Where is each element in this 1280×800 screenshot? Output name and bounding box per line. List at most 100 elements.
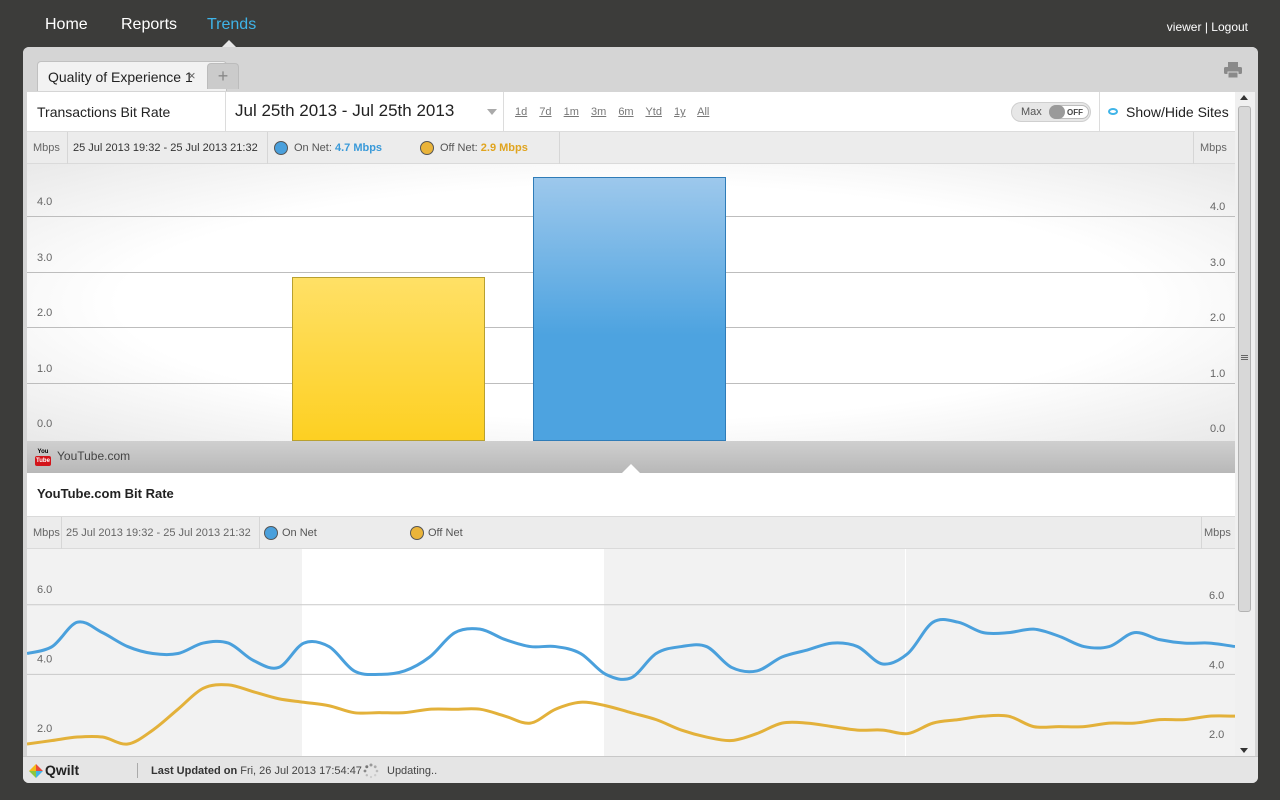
- report-title: Transactions Bit Rate: [37, 104, 171, 120]
- y-tick-label-right: 3.0: [1210, 256, 1226, 269]
- eye-icon: [1108, 108, 1118, 115]
- line-chart-legend: Mbps 25 Jul 2013 19:32 - 25 Jul 2013 21:…: [27, 516, 1235, 549]
- time-band: [1207, 549, 1235, 756]
- user-name: viewer: [1166, 20, 1202, 34]
- legend-cell: 25 Jul 2013 19:32 - 25 Jul 2013 21:32: [61, 517, 259, 549]
- last-updated: Last Updated on Fri, 26 Jul 2013 17:54:4…: [151, 765, 362, 777]
- time-band: [604, 549, 905, 756]
- close-tab-icon[interactable]: ×: [188, 68, 196, 83]
- date-range-select[interactable]: Jul 25th 2013 - Jul 25th 2013: [235, 101, 455, 120]
- range-all[interactable]: All: [697, 106, 710, 118]
- unit-label-right: Mbps: [1204, 527, 1231, 539]
- scroll-down-arrow-icon[interactable]: [1240, 748, 1248, 753]
- unit-label-left: Mbps: [33, 142, 60, 154]
- legend-cell: On Net Off Net: [259, 517, 551, 549]
- youtube-icon-text: You: [37, 449, 49, 455]
- y-tick-label-left: 4.0: [37, 196, 53, 208]
- on-net-legend[interactable]: On Net: 4.7 Mbps: [294, 142, 382, 154]
- qwilt-logo: Qwilt: [45, 762, 80, 778]
- last-updated-value: Fri, 26 Jul 2013 17:54:47: [240, 765, 362, 777]
- vertical-scrollbar[interactable]: [1235, 92, 1255, 756]
- toggle-switch[interactable]: OFF: [1049, 105, 1089, 119]
- on-net-line[interactable]: [27, 617, 1235, 681]
- off-net-dot-icon: [410, 526, 424, 540]
- range-6m[interactable]: 6m: [618, 106, 634, 118]
- report-tabs: Quality of Experience 1 × +: [23, 47, 1258, 91]
- y-tick-label-right: 6.0: [1209, 590, 1224, 602]
- off-net-label: Off Net:: [440, 142, 478, 154]
- update-status: Updating..: [387, 765, 438, 777]
- user-box: viewer | Logout: [1167, 20, 1248, 34]
- legend-cell: 25 Jul 2013 19:32 - 25 Jul 2013 21:32: [67, 132, 267, 164]
- nav-trends[interactable]: Trends: [207, 16, 257, 33]
- time-band: [906, 549, 1207, 756]
- on-net-dot-icon: [264, 526, 278, 540]
- site-name: YouTube.com: [57, 449, 131, 463]
- line-chart-svg: 2.0 4.0 6.0 2.0 4.0 6.0: [27, 549, 1235, 756]
- tab-quality-of-experience[interactable]: Quality of Experience 1 ×: [37, 61, 227, 91]
- show-hide-label: Show/Hide Sites: [1126, 104, 1229, 120]
- site-bit-rate-line-chart: 2.0 4.0 6.0 2.0 4.0 6.0: [27, 549, 1235, 756]
- user-separator: |: [1204, 20, 1208, 34]
- off-net-label[interactable]: Off Net: [428, 527, 463, 539]
- y-tick-label-left: 3.0: [37, 251, 53, 264]
- on-net-bar[interactable]: [533, 177, 726, 441]
- status-footer: Qwilt Last Updated on Fri, 26 Jul 2013 1…: [23, 756, 1258, 783]
- y-tick-label-left: 1.0: [37, 362, 53, 375]
- range-1m[interactable]: 1m: [563, 106, 579, 118]
- range-ytd[interactable]: Ytd: [645, 106, 662, 118]
- divider: [137, 763, 138, 778]
- section-title: YouTube.com Bit Rate: [37, 486, 174, 501]
- youtube-icon-text: Tube: [35, 456, 51, 466]
- youtube-icon: You Tube: [35, 448, 51, 466]
- show-hide-sites-button[interactable]: Show/Hide Sites: [1099, 92, 1235, 132]
- toggle-state: OFF: [1067, 108, 1083, 117]
- unit-label-left: Mbps: [33, 527, 60, 539]
- nav-reports[interactable]: Reports: [121, 16, 178, 33]
- loading-spinner-icon: [363, 763, 379, 779]
- off-net-line[interactable]: [27, 683, 1235, 746]
- bar-chart-legend: Mbps 25 Jul 2013 19:32 - 25 Jul 2013 21:…: [27, 132, 1235, 164]
- range-7d[interactable]: 7d: [539, 106, 552, 118]
- grip-icon: [1241, 355, 1248, 356]
- divider: [225, 92, 226, 132]
- on-net-value: 4.7 Mbps: [334, 142, 383, 154]
- legend-cell: Mbps: [1201, 517, 1235, 549]
- chevron-down-icon[interactable]: [487, 109, 497, 115]
- max-toggle[interactable]: Max OFF: [1011, 102, 1091, 122]
- tab-label: Quality of Experience 1: [48, 69, 193, 85]
- on-net-label: On Net:: [294, 142, 332, 154]
- on-net-dot-icon: [274, 141, 288, 155]
- off-net-legend[interactable]: Off Net: 2.9 Mbps: [440, 142, 528, 154]
- y-tick-label-right: 1.0: [1210, 367, 1226, 380]
- max-label: Max: [1021, 106, 1042, 118]
- scrollbar-thumb[interactable]: [1238, 106, 1251, 612]
- range-1y[interactable]: 1y: [674, 106, 686, 118]
- top-nav: Home Reports Trends viewer | Logout: [0, 0, 1280, 50]
- toggle-knob: [1049, 105, 1065, 119]
- selected-site-indicator: [621, 464, 641, 474]
- y-tick-label-right: 4.0: [1210, 201, 1226, 213]
- range-3m[interactable]: 3m: [590, 106, 607, 118]
- legend-cell: Mbps: [1193, 132, 1235, 164]
- off-net-bar[interactable]: [292, 277, 485, 441]
- scroll-up-arrow-icon[interactable]: [1240, 95, 1248, 100]
- logout-link[interactable]: Logout: [1211, 20, 1248, 34]
- time-range: 25 Jul 2013 19:32 - 25 Jul 2013 21:32: [66, 527, 251, 539]
- on-net-label[interactable]: On Net: [282, 527, 317, 539]
- off-net-value: 2.9 Mbps: [480, 142, 528, 154]
- off-net-dot-icon: [420, 141, 434, 155]
- range-1d[interactable]: 1d: [515, 106, 528, 118]
- nav-home[interactable]: Home: [45, 16, 88, 33]
- main-panel: Quality of Experience 1 × + Transactions…: [23, 47, 1258, 783]
- print-icon[interactable]: [1224, 62, 1242, 78]
- add-tab-button[interactable]: +: [207, 63, 239, 89]
- y-tick-label-left: 2.0: [37, 723, 52, 735]
- y-tick-label-left: 6.0: [37, 584, 52, 596]
- divider: [559, 132, 560, 164]
- time-range: 25 Jul 2013 19:32 - 25 Jul 2013 21:32: [73, 142, 258, 154]
- report-content: Transactions Bit Rate Jul 25th 2013 - Ju…: [27, 92, 1235, 756]
- y-tick-label-right: 2.0: [1209, 729, 1224, 741]
- legend-cell: On Net: 4.7 Mbps Off Net: 2.9 Mbps: [267, 132, 559, 164]
- y-tick-label-right: 0.0: [1210, 423, 1226, 435]
